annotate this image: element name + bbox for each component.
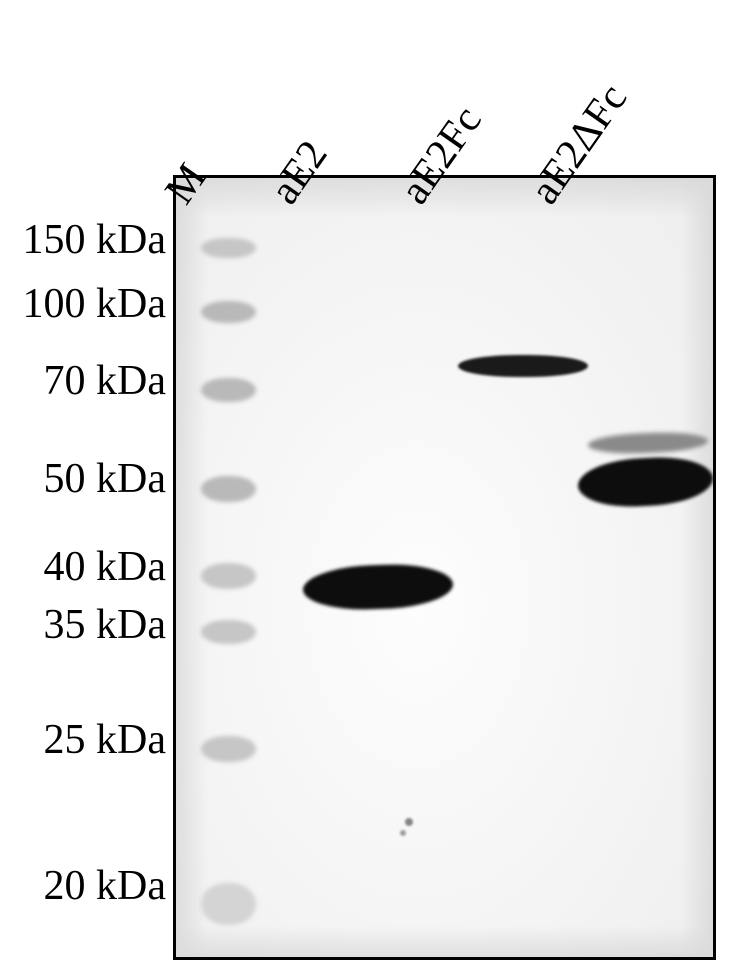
mw-label-3: 50 kDa xyxy=(6,455,166,503)
speck-1 xyxy=(400,830,406,836)
ladder-band-5 xyxy=(201,620,256,644)
speck-0 xyxy=(405,818,413,826)
ladder-band-4 xyxy=(201,563,256,589)
mw-label-5: 35 kDa xyxy=(6,601,166,649)
mw-label-1: 100 kDa xyxy=(6,280,166,328)
mw-label-0: 150 kDa xyxy=(6,216,166,264)
western-blot-figure: MaE2aE2FcaE2ΔFc150 kDa100 kDa70 kDa50 kD… xyxy=(0,0,737,980)
ladder-band-7 xyxy=(201,883,256,925)
mw-label-6: 25 kDa xyxy=(6,716,166,764)
sample-band-aE2Fc xyxy=(458,355,588,377)
mw-label-2: 70 kDa xyxy=(6,357,166,405)
gel-box xyxy=(173,175,716,960)
ladder-band-1 xyxy=(201,301,256,323)
ladder-band-6 xyxy=(201,736,256,762)
mw-label-7: 20 kDa xyxy=(6,862,166,910)
ladder-band-2 xyxy=(201,378,256,402)
ladder-band-0 xyxy=(201,238,256,258)
mw-label-4: 40 kDa xyxy=(6,543,166,591)
ladder-band-3 xyxy=(201,476,256,502)
